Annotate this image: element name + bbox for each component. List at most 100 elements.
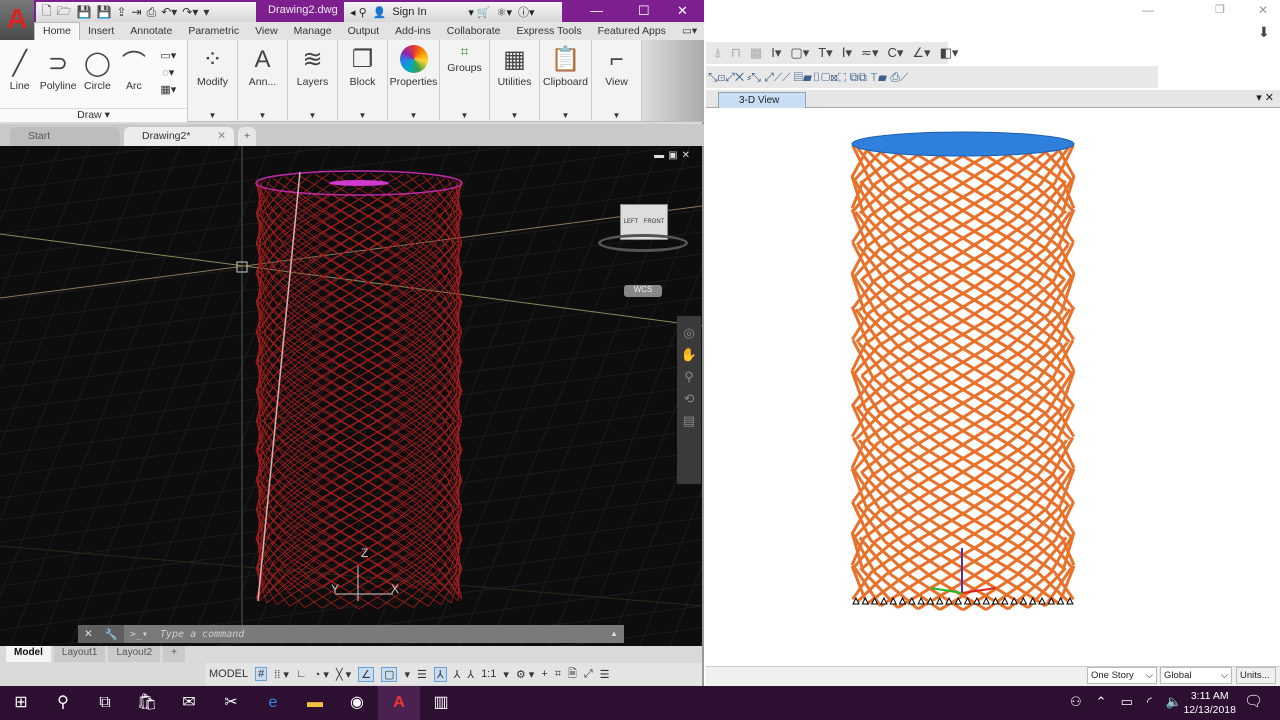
sap2000-taskbar-icon[interactable]: ▥	[433, 694, 449, 711]
channel-icon[interactable]: C▾	[887, 45, 904, 60]
model-space[interactable]	[0, 146, 702, 646]
drawing-viewport[interactable]: ▬▣✕ LEFT FRONT WCS ◎ ✋ ⚲ ⟲ ▤ Z Y X	[0, 146, 702, 646]
snap-icon[interactable]: ⁞⁞ ▾	[274, 668, 289, 681]
rectangle-icon[interactable]: ▭▾	[160, 50, 177, 62]
tab-home[interactable]: Home	[34, 22, 81, 40]
tab-view[interactable]: View	[255, 25, 278, 37]
app-menu-button[interactable]: A	[0, 0, 34, 40]
viewcube-compass[interactable]	[598, 234, 688, 252]
support-icon[interactable]: ⍋	[714, 45, 722, 60]
tab-output[interactable]: Output	[347, 25, 380, 37]
panel-icon[interactable]: ▩	[749, 45, 763, 60]
cart-icon[interactable]: ▾ 🛒	[468, 6, 491, 19]
close-command-icon[interactable]: ✕	[84, 628, 93, 640]
new-icon[interactable]: 🗋	[42, 3, 52, 18]
add-layout-button[interactable]: +	[163, 646, 185, 662]
i-box-icon[interactable]: Ⅰ▾	[841, 45, 853, 60]
groups-panel[interactable]: ⌗ Groups ▼	[440, 40, 490, 122]
open-icon[interactable]: 🗁	[56, 3, 72, 18]
pan-icon[interactable]: ✋	[680, 347, 698, 362]
annotation-visibility-icon[interactable]: ⅄	[433, 666, 447, 682]
people-icon[interactable]: ⚇	[1070, 694, 1082, 709]
chrome-icon[interactable]: ◉	[350, 694, 364, 711]
view-panel[interactable]: ⌐ View ▼	[592, 40, 642, 122]
tab-parametric[interactable]: Parametric	[188, 25, 240, 37]
download-icon[interactable]: ⬇	[1258, 24, 1270, 40]
store-icon[interactable]: 🛍	[136, 694, 158, 711]
units-icon[interactable]: ⌗	[554, 667, 561, 680]
object-snap-icon[interactable]: ▢	[381, 666, 398, 682]
tab-start[interactable]: Start	[10, 127, 120, 146]
tab-manage[interactable]: Manage	[293, 25, 332, 37]
orbit-icon[interactable]: ⟲	[683, 391, 695, 406]
save-as-icon[interactable]: 💾	[96, 5, 112, 19]
close-button[interactable]: ✕	[1258, 3, 1269, 17]
properties-panel[interactable]: Properties ▼	[388, 40, 440, 122]
plot-icon[interactable]: ⎙	[146, 4, 157, 19]
customization-menu-icon[interactable]: ☰	[599, 668, 610, 681]
maximize-button[interactable]: ☐	[638, 3, 650, 18]
command-history-button[interactable]: ▲	[604, 625, 624, 643]
tab-model[interactable]: Model	[6, 646, 51, 662]
start-icon[interactable]: ⊞	[14, 694, 28, 711]
tab-express-tools[interactable]: Express Tools	[516, 25, 582, 37]
tab-featured-apps[interactable]: Featured Apps	[597, 25, 666, 37]
tab-insert[interactable]: Insert	[88, 25, 115, 37]
a360-icon[interactable]: ⚛▾	[496, 6, 513, 19]
customize-command-icon[interactable]: 🔧	[104, 628, 118, 641]
tab-3d-view[interactable]: 3-D View	[718, 92, 806, 108]
annotation-scale-select[interactable]: 1:1	[481, 668, 497, 680]
tab-layout1[interactable]: Layout1	[53, 646, 106, 662]
block-panel[interactable]: ❐ Block ▼	[338, 40, 388, 122]
edge-icon[interactable]: e	[268, 694, 278, 711]
polyline-tool[interactable]: ⊃ Polyline	[39, 44, 77, 99]
ellipse-icon[interactable]: ◌▾	[162, 67, 175, 79]
showmotion-icon[interactable]: ▤	[682, 413, 696, 428]
file-explorer-icon[interactable]: ▬	[307, 694, 323, 711]
hatch-icon[interactable]: ▦▾	[160, 84, 177, 96]
box-section-icon[interactable]: ▢▾	[790, 45, 810, 60]
arc-tool[interactable]: ⌒ Arc	[118, 44, 149, 99]
3d-model-view[interactable]	[706, 108, 1280, 664]
command-input[interactable]: >_▾ Type a command	[123, 625, 605, 643]
web-icon[interactable]: ⇪	[116, 5, 127, 19]
show-hidden-icons[interactable]: ⌃	[1095, 694, 1107, 709]
annotation-panel[interactable]: A Ann... ▼	[238, 40, 288, 122]
viewport-controls[interactable]: ▬▣✕	[654, 150, 694, 161]
share-icon[interactable]: ⇥	[131, 5, 142, 19]
tab-annotate[interactable]: Annotate	[130, 25, 173, 37]
clock[interactable]: 3:11 AM 12/13/2018	[1183, 690, 1236, 716]
steering-wheel-icon[interactable]: ◎	[683, 325, 695, 340]
annotation-monitor-icon[interactable]: +	[541, 668, 548, 680]
lineweight-icon[interactable]: ☰	[416, 668, 427, 681]
auto-scale-icon[interactable]: ⅄	[453, 668, 461, 681]
wcs-menu[interactable]: WCS	[624, 285, 662, 297]
layers-panel[interactable]: ≋ Layers ▼	[288, 40, 338, 122]
units-button[interactable]: Units...	[1236, 667, 1276, 684]
volume-icon[interactable]: 🔈	[1165, 694, 1183, 709]
zoom-icon[interactable]: ⚲	[684, 369, 694, 384]
navigation-bar[interactable]: ◎ ✋ ⚲ ⟲ ▤	[677, 316, 701, 484]
ortho-icon[interactable]: ∟	[295, 668, 307, 680]
battery-icon[interactable]: ▭	[1120, 694, 1133, 709]
i-section-icon[interactable]: I▾	[771, 45, 782, 60]
search-icon[interactable]: ⚲	[57, 694, 69, 711]
circle-tool[interactable]: ◯ Circle	[81, 44, 114, 99]
quick-properties-icon[interactable]: 🗎	[567, 667, 577, 680]
minimize-button[interactable]: —	[1142, 3, 1154, 17]
draw-tools-icon[interactable]: ⤡⊡⤢✕ ⸗⤡ ⤢⟋⟋ ▤▰▯▢⊠⛶ ⧉⧉ ⊤▰ ⎙⟋	[708, 69, 909, 84]
coordinate-system-select[interactable]: Global ⌵	[1160, 667, 1232, 684]
workspace-gear-icon[interactable]: ⚙ ▾	[515, 668, 535, 681]
truss-icon[interactable]: ≂▾	[861, 45, 879, 60]
angle-icon[interactable]: ∠▾	[912, 45, 931, 60]
draw-panel-title[interactable]: Draw ▾	[0, 108, 187, 122]
tab-layout2[interactable]: Layout2	[108, 646, 161, 662]
view-menu-close[interactable]: ▾ ✕	[1256, 92, 1274, 104]
action-center-icon[interactable]: 🗨	[1244, 693, 1264, 710]
snipping-tool-icon[interactable]: ✂	[224, 694, 238, 711]
object-snap-tracking-icon[interactable]: ∠	[358, 666, 375, 682]
ribbon-toggle-icon[interactable]: ▭▾	[681, 25, 698, 37]
close-button[interactable]: ✕	[677, 3, 688, 18]
task-view-icon[interactable]: ⧉	[99, 694, 111, 711]
autocad-taskbar-icon[interactable]: A	[378, 686, 420, 720]
